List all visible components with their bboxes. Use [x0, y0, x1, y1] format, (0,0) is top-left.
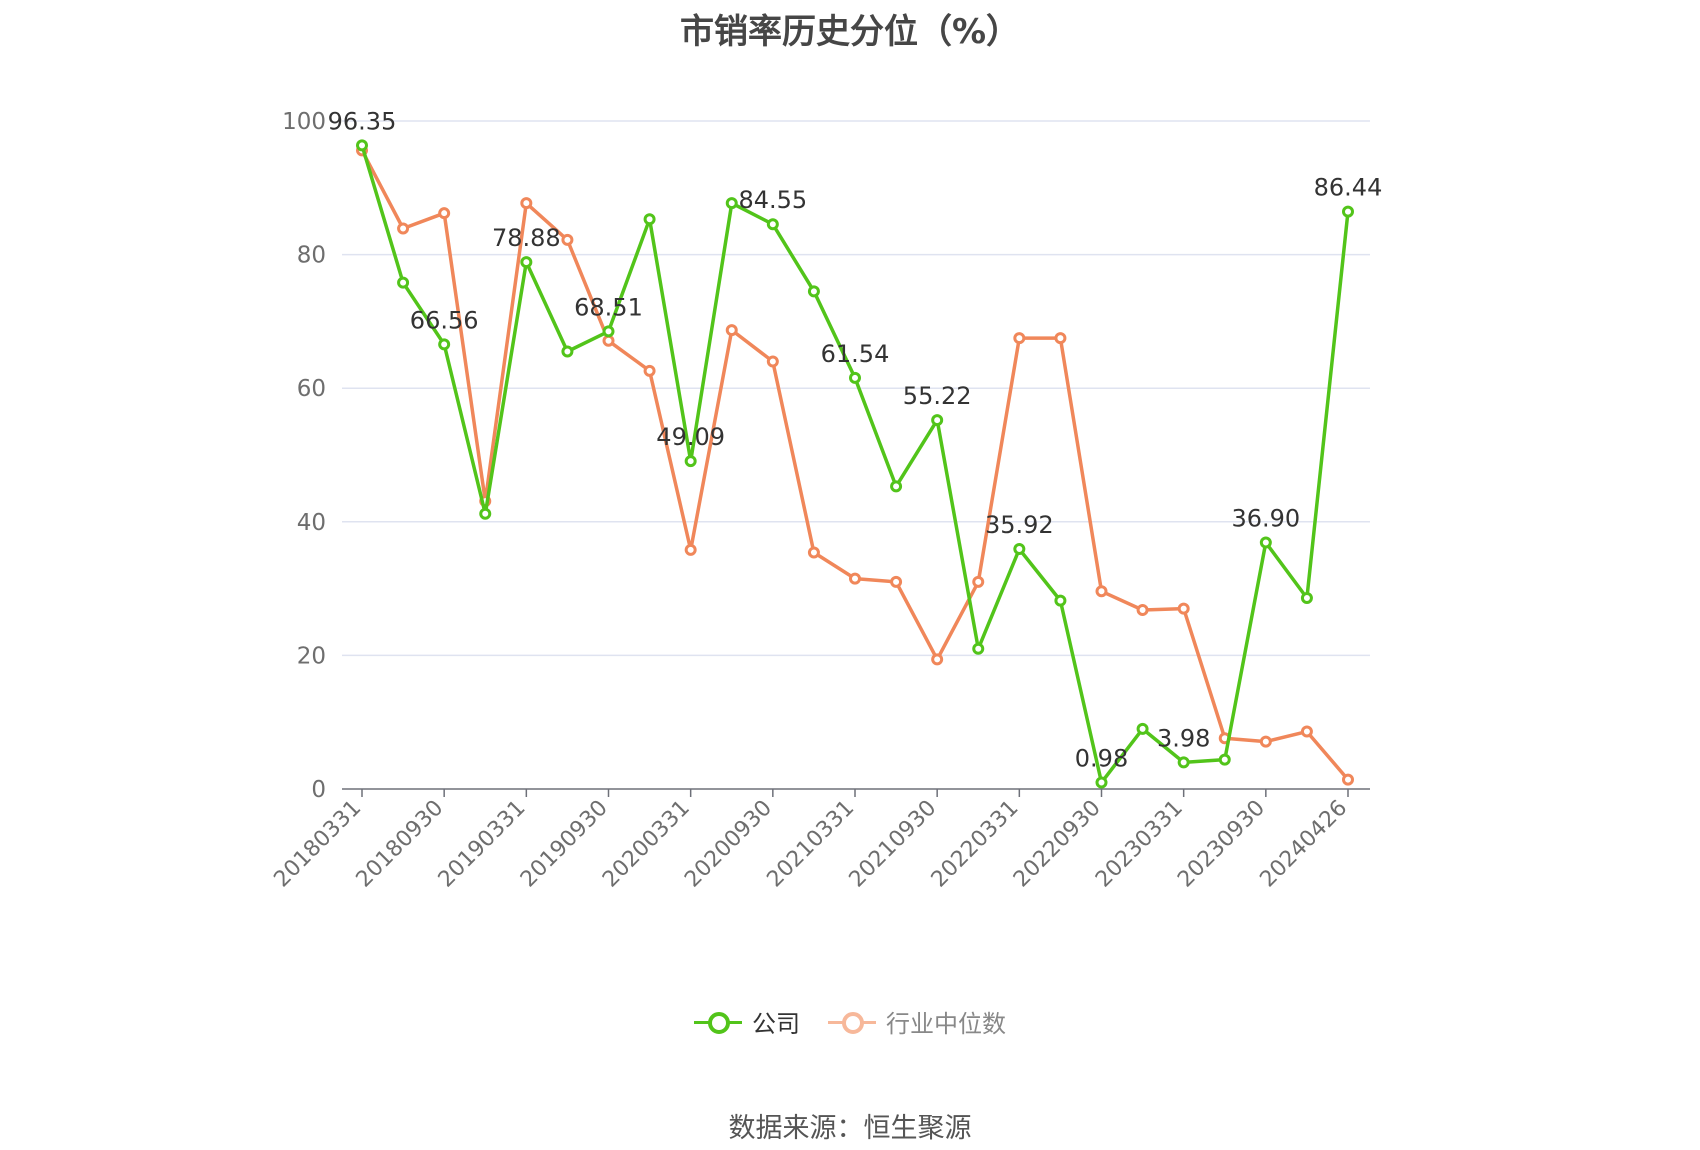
legend-item-industry-median[interactable]: 行业中位数 — [828, 1004, 1006, 1039]
data-label: 66.56 — [410, 306, 479, 334]
data-label: 49.09 — [656, 423, 725, 451]
data-point-industry-median — [561, 233, 574, 246]
data-point-company — [1054, 594, 1067, 607]
data-label: 68.51 — [574, 293, 643, 321]
data-label: 96.35 — [328, 107, 397, 135]
data-point-company — [684, 455, 697, 468]
data-label-layer: 96.35 66.56 78.88 68.51 49.09 84.55 61.54 55.22… — [328, 107, 1383, 772]
legend-item-company[interactable]: 公司 — [694, 1004, 800, 1039]
x-tick-label: 20230331 — [1091, 796, 1188, 893]
y-tick-label: 60 — [297, 376, 326, 402]
y-tick-label: 0 — [311, 777, 326, 803]
data-point-industry-median — [602, 334, 615, 347]
x-tick-label: 20220930 — [1009, 796, 1106, 893]
data-point-industry-median — [1342, 773, 1354, 786]
data-label: 36.90 — [1231, 505, 1300, 533]
data-label: 3.98 — [1157, 724, 1210, 752]
x-tick-label: 20200331 — [598, 796, 695, 893]
data-point-industry-median — [520, 197, 533, 210]
data-point-industry-median — [1054, 332, 1067, 345]
x-tick-label: 20220331 — [927, 796, 1024, 893]
data-point-company — [725, 197, 738, 210]
data-point-company — [1259, 536, 1272, 549]
data-point-company — [602, 325, 615, 338]
x-tick-label: 20190930 — [516, 796, 613, 893]
data-point-company — [520, 256, 533, 269]
x-tick-label: 20240426 — [1255, 796, 1352, 893]
data-point-company — [1342, 205, 1354, 218]
data-point-industry-median — [725, 324, 738, 337]
y-tick-label: 100 — [282, 109, 326, 135]
data-point-company — [561, 345, 574, 358]
legend: 公司 行业中位数 — [0, 1004, 1700, 1039]
data-point-industry-median — [1013, 332, 1026, 345]
data-point-company — [931, 414, 944, 427]
data-point-industry-median — [1177, 602, 1190, 615]
data-point-industry-median — [972, 575, 985, 588]
data-label: 61.54 — [821, 340, 890, 368]
source-note: 数据来源：恒生聚源 — [728, 1113, 972, 1144]
data-point-company — [438, 338, 451, 351]
data-point-company — [1218, 753, 1231, 766]
legend-swatch-company — [694, 1011, 742, 1034]
y-tick-label: 80 — [297, 243, 326, 269]
data-point-company — [972, 642, 985, 655]
axis-layer: 0 20 40 60 80 100 2018033120180930201903312019… — [269, 109, 1370, 892]
data-point-company — [1136, 722, 1149, 735]
data-point-company — [849, 371, 861, 384]
data-point-company — [890, 480, 903, 493]
data-point-company — [643, 213, 656, 226]
x-tick-label: 20180930 — [352, 796, 449, 893]
legend-label-company: 公司 — [752, 1010, 800, 1038]
data-point-industry-median — [643, 364, 656, 377]
data-point-company — [1095, 776, 1108, 789]
data-point-company — [479, 507, 492, 520]
data-point-company — [1013, 543, 1026, 556]
data-label: 78.88 — [492, 224, 561, 252]
data-point-company — [807, 285, 820, 298]
legend-label-industry-median: 行业中位数 — [886, 1010, 1006, 1038]
data-point-industry-median — [766, 355, 779, 368]
data-label: 84.55 — [738, 186, 807, 214]
data-point-company — [356, 139, 368, 152]
chart-title: 市销率历史分位（%） — [679, 12, 1021, 52]
x-tick-label: 20210930 — [845, 796, 942, 893]
data-point-company — [766, 218, 779, 231]
data-point-industry-median — [931, 653, 944, 666]
x-tick-label: 20180331 — [269, 796, 366, 893]
data-label: 0.98 — [1075, 744, 1128, 772]
data-point-industry-median — [438, 207, 451, 220]
legend-swatch-industry-median — [828, 1011, 876, 1034]
data-point-industry-median — [684, 543, 697, 556]
x-tick-label: 20210331 — [762, 796, 859, 893]
data-point-company — [397, 276, 410, 289]
data-point-industry-median — [1136, 603, 1149, 616]
data-point-industry-median — [807, 546, 820, 559]
x-tick-label: 20200930 — [680, 796, 777, 893]
x-tick-label: 20230930 — [1173, 796, 1270, 893]
data-point-industry-median — [1259, 735, 1272, 748]
data-point-industry-median — [1095, 585, 1108, 598]
x-tick-label: 20190331 — [434, 796, 531, 893]
data-point-company — [1177, 756, 1190, 769]
y-tick-label: 40 — [297, 510, 326, 536]
data-point-industry-median — [1300, 725, 1313, 738]
y-tick-label: 20 — [297, 643, 326, 669]
data-point-industry-median — [849, 572, 861, 585]
data-label: 35.92 — [985, 511, 1054, 539]
data-label: 55.22 — [903, 382, 972, 410]
data-point-industry-median — [397, 222, 410, 235]
data-point-industry-median — [890, 575, 903, 588]
data-label: 86.44 — [1314, 174, 1383, 202]
data-point-company — [1300, 591, 1313, 604]
series-layer — [356, 139, 1354, 789]
